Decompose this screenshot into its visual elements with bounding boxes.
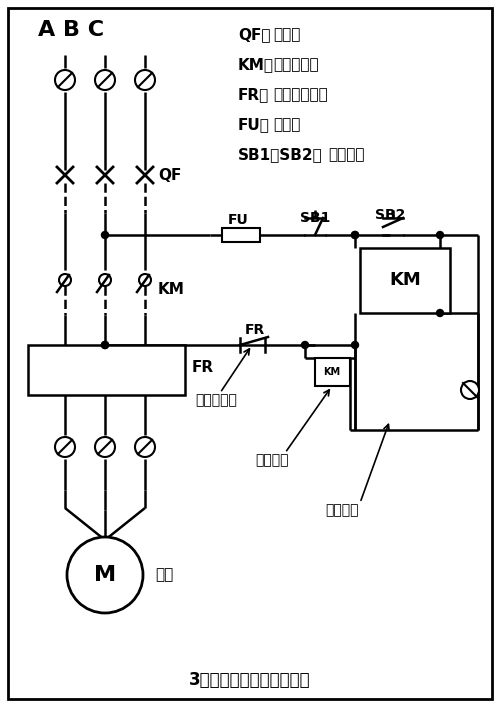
Circle shape: [55, 70, 75, 90]
Text: 吸合线圈: 吸合线圈: [325, 503, 358, 517]
Text: SB2: SB2: [375, 208, 406, 222]
Text: FR: FR: [245, 323, 265, 337]
Circle shape: [55, 437, 75, 457]
Circle shape: [461, 381, 479, 399]
Text: FU：: FU：: [238, 117, 270, 132]
Text: QF: QF: [158, 168, 182, 182]
Circle shape: [352, 341, 358, 349]
Text: 热过载继电器: 热过载继电器: [273, 88, 328, 103]
Circle shape: [95, 437, 115, 457]
Bar: [222, 228, 260, 242]
Text: 启停按钮: 启停按钮: [328, 148, 364, 163]
Text: 交流接触器: 交流接触器: [273, 57, 318, 73]
Text: KM: KM: [158, 283, 185, 298]
Circle shape: [102, 231, 108, 238]
Text: A B C: A B C: [38, 20, 104, 40]
Circle shape: [95, 70, 115, 90]
Circle shape: [139, 274, 151, 286]
Circle shape: [436, 310, 444, 317]
Circle shape: [436, 231, 444, 238]
Bar: [360, 248, 450, 313]
Text: 3相电机启、停控制接线图: 3相电机启、停控制接线图: [189, 671, 311, 689]
Text: SB1、SB2：: SB1、SB2：: [238, 148, 323, 163]
Text: KM：: KM：: [238, 57, 274, 73]
Text: 保险丝: 保险丝: [273, 117, 300, 132]
Text: FU: FU: [228, 213, 249, 227]
Circle shape: [135, 437, 155, 457]
Circle shape: [352, 231, 358, 238]
Circle shape: [352, 231, 358, 238]
Text: QF：: QF：: [238, 28, 270, 42]
Circle shape: [302, 341, 308, 349]
Bar: [28, 345, 185, 395]
Circle shape: [102, 341, 108, 349]
Text: KM: KM: [324, 367, 340, 377]
Text: 电机: 电机: [155, 568, 174, 583]
Bar: [315, 358, 350, 386]
Circle shape: [99, 274, 111, 286]
Text: SB1: SB1: [300, 211, 330, 225]
Circle shape: [102, 341, 108, 349]
Circle shape: [67, 537, 143, 613]
Text: KM: KM: [389, 271, 421, 289]
Text: M: M: [94, 565, 116, 585]
Text: 自锁触点: 自锁触点: [255, 453, 288, 467]
Text: 断路器: 断路器: [273, 28, 300, 42]
Circle shape: [59, 274, 71, 286]
Text: FR: FR: [192, 359, 214, 375]
Circle shape: [135, 70, 155, 90]
Text: 热过载保护: 热过载保护: [195, 393, 237, 407]
Text: FR：: FR：: [238, 88, 269, 103]
